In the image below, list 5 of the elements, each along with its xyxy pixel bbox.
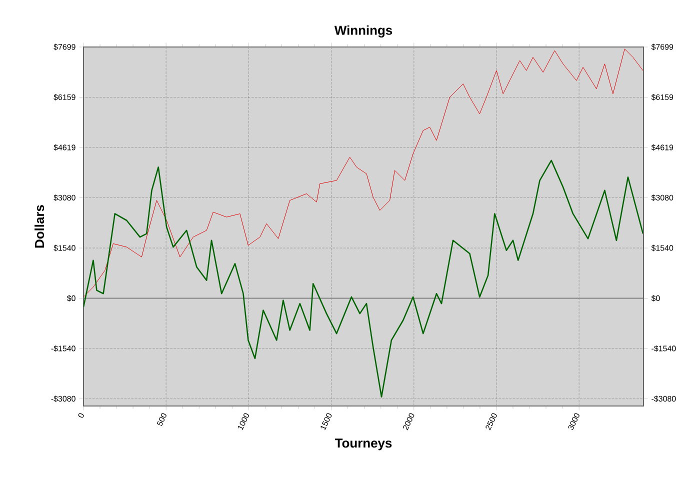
x-axis-title: Tourneys	[334, 438, 392, 450]
chart-title: Winnings	[334, 25, 392, 38]
line-series	[84, 160, 644, 398]
line-series	[84, 48, 644, 298]
y-axis-title: Dollars	[34, 205, 44, 248]
